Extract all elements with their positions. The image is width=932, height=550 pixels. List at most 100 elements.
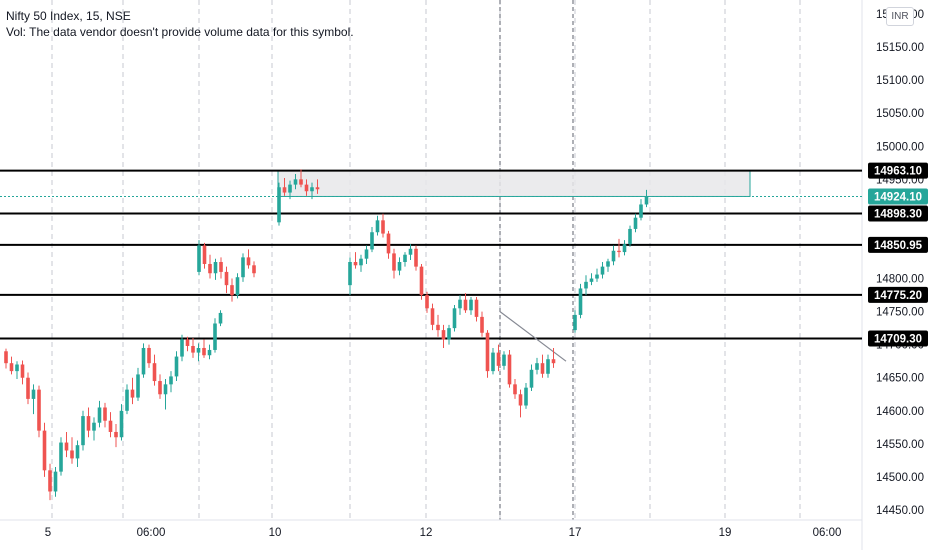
candle bbox=[241, 253, 245, 282]
candle-body bbox=[639, 204, 643, 218]
candle-body bbox=[622, 244, 627, 253]
candle bbox=[293, 174, 298, 190]
candle bbox=[589, 273, 594, 286]
candle-body bbox=[207, 349, 212, 356]
candle bbox=[573, 310, 577, 333]
candle-body bbox=[403, 254, 407, 262]
candle bbox=[37, 385, 41, 438]
candle-body bbox=[419, 266, 424, 296]
candle bbox=[197, 240, 201, 276]
candle-body bbox=[197, 245, 201, 272]
candle-body bbox=[304, 184, 309, 192]
candle-body bbox=[436, 324, 440, 331]
candle-body bbox=[53, 471, 58, 492]
candle bbox=[147, 344, 151, 368]
symbol-title[interactable]: Nifty 50 Index, 15, NSE bbox=[6, 9, 131, 23]
candle bbox=[224, 266, 229, 294]
candle-body bbox=[103, 407, 107, 421]
candle bbox=[425, 291, 429, 313]
candle-body bbox=[458, 299, 462, 309]
candle bbox=[86, 407, 91, 438]
candle bbox=[310, 182, 314, 200]
candle-body bbox=[230, 285, 234, 296]
candle bbox=[639, 199, 643, 221]
candle bbox=[414, 245, 418, 271]
candle bbox=[213, 258, 218, 280]
candle-body bbox=[26, 377, 30, 399]
y-tick-label: 14450.00 bbox=[876, 505, 924, 517]
candle-body bbox=[644, 196, 649, 205]
y-tick-label: 15000.00 bbox=[876, 141, 924, 153]
candle-body bbox=[359, 258, 363, 266]
candle-body bbox=[20, 364, 25, 378]
candle-body bbox=[202, 347, 206, 356]
candle-body bbox=[496, 352, 501, 366]
candle bbox=[202, 242, 207, 269]
candle bbox=[617, 238, 621, 258]
candle bbox=[524, 383, 528, 409]
candle-body bbox=[507, 354, 512, 385]
candle-body bbox=[136, 374, 140, 398]
candle-body bbox=[480, 316, 484, 333]
current-price-tag-bg bbox=[868, 188, 928, 205]
candle bbox=[359, 254, 363, 272]
candle-body bbox=[502, 354, 506, 366]
candle bbox=[540, 354, 545, 378]
candle bbox=[408, 244, 413, 261]
y-tick-label: 14550.00 bbox=[876, 439, 924, 451]
candle bbox=[130, 377, 135, 405]
candle-body bbox=[224, 271, 229, 286]
candle-body bbox=[252, 265, 256, 274]
candle-body bbox=[282, 187, 287, 193]
candle-body bbox=[474, 299, 479, 317]
candle bbox=[207, 344, 212, 360]
candle-body bbox=[469, 299, 473, 311]
candle-body bbox=[185, 339, 190, 346]
level-price-tag-bg bbox=[868, 330, 928, 347]
trendline bbox=[499, 311, 567, 362]
candle-body bbox=[169, 376, 173, 385]
candle bbox=[235, 273, 240, 299]
candle-body bbox=[141, 347, 146, 375]
candle-body bbox=[219, 262, 223, 272]
candle bbox=[353, 252, 358, 269]
candle bbox=[644, 189, 649, 208]
candle-body bbox=[213, 262, 218, 274]
candle bbox=[315, 179, 320, 194]
candle bbox=[463, 293, 468, 313]
candle-body bbox=[299, 179, 303, 185]
chart-legend: Nifty 50 Index, 15, NSE Vol: The data ve… bbox=[6, 8, 354, 40]
candle-body bbox=[463, 299, 468, 311]
candle-body bbox=[180, 339, 184, 357]
candle-body bbox=[191, 345, 195, 353]
current-price-tag: 14924.10 bbox=[874, 191, 922, 203]
candle bbox=[469, 297, 473, 315]
y-tick-label: 15150.00 bbox=[876, 42, 924, 54]
y-tick-label: 14500.00 bbox=[876, 472, 924, 484]
candle-body bbox=[386, 233, 391, 254]
candle bbox=[185, 336, 190, 352]
candle-body bbox=[208, 263, 212, 274]
level-price-tag: 14898.30 bbox=[874, 209, 922, 221]
candle bbox=[485, 330, 490, 378]
x-tick-label: 19 bbox=[719, 527, 732, 539]
candle-body bbox=[59, 442, 63, 472]
candle bbox=[458, 295, 462, 315]
candle-body bbox=[241, 257, 245, 278]
candle bbox=[196, 343, 201, 362]
currency-badge[interactable]: INR bbox=[886, 7, 914, 26]
x-tick-label: 06:00 bbox=[137, 527, 166, 539]
candle-body bbox=[628, 228, 632, 245]
candle-body bbox=[31, 389, 36, 399]
candle bbox=[180, 334, 184, 362]
candle bbox=[480, 311, 484, 337]
candle bbox=[277, 182, 281, 226]
candle bbox=[447, 324, 451, 345]
candle bbox=[53, 467, 58, 497]
candle-body bbox=[202, 245, 207, 264]
candle bbox=[502, 351, 506, 370]
candle bbox=[606, 258, 610, 272]
candle-body bbox=[348, 262, 352, 286]
